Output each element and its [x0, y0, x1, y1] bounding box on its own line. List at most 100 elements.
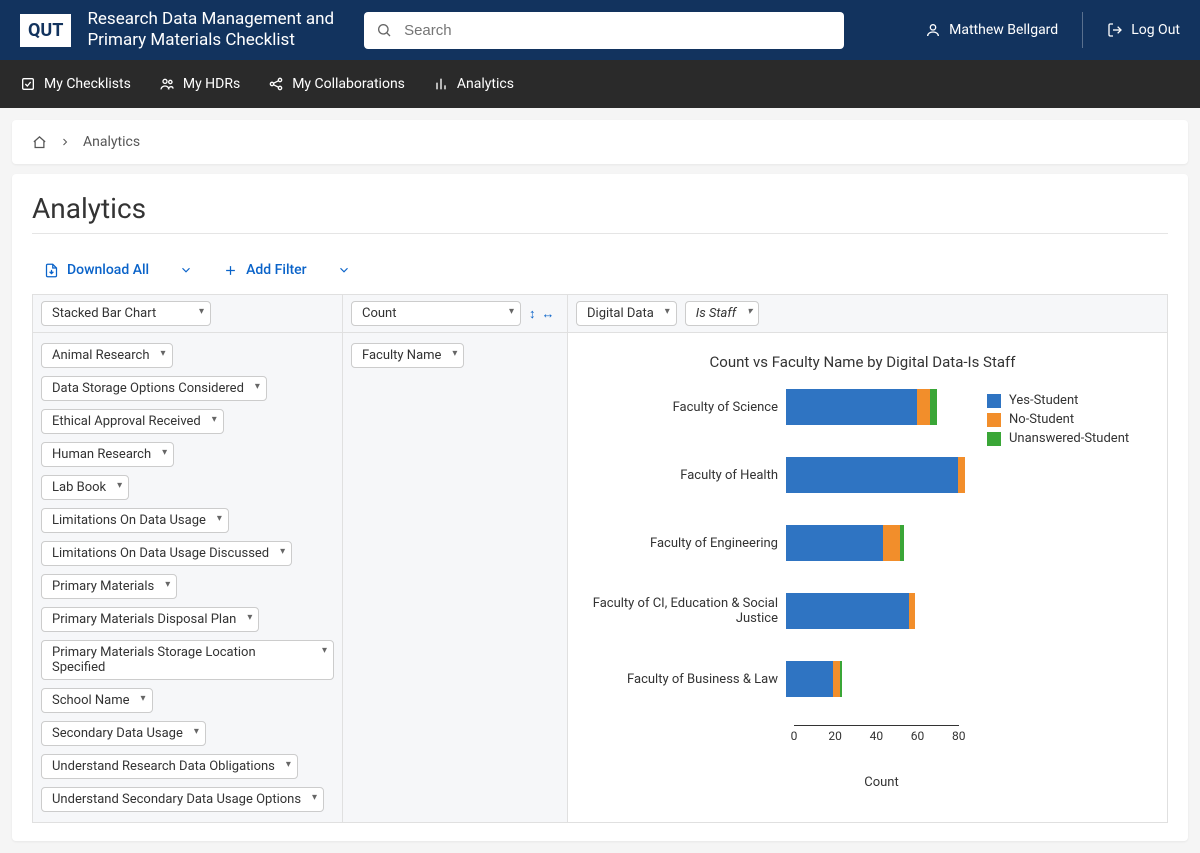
legend-swatch [987, 394, 1001, 408]
bar-group: Faculty of Engineering [576, 525, 969, 561]
legend-swatch [987, 432, 1001, 446]
divider [32, 233, 1168, 234]
filter-field-select[interactable]: Primary Materials Storage Location Speci… [41, 640, 334, 680]
bar-segment [786, 661, 833, 697]
axis-icons: ↕ ↔ [529, 306, 555, 322]
home-icon[interactable] [32, 135, 47, 150]
filter-field-select[interactable]: Data Storage Options Considered [41, 376, 267, 401]
bar-segment [840, 661, 842, 697]
bar-track [786, 661, 969, 697]
group-by-panel: Faculty Name [343, 333, 568, 822]
filter-field-select[interactable]: Ethical Approval Received [41, 409, 224, 434]
chevron-right-icon [59, 136, 71, 148]
filter-field-select[interactable]: Understand Secondary Data Usage Options [41, 787, 324, 812]
filter-field-select[interactable]: Primary Materials Disposal Plan [41, 607, 259, 632]
x-tick: 60 [911, 729, 925, 743]
breadcrumb-current: Analytics [83, 134, 140, 150]
filter-field-select[interactable]: Secondary Data Usage [41, 721, 206, 746]
chart-type-select[interactable]: Stacked Bar Chart [41, 301, 211, 326]
plus-icon [223, 263, 238, 278]
bar-track [786, 457, 969, 493]
filter-field-select[interactable]: Primary Materials [41, 574, 177, 599]
bar-segment [883, 525, 900, 561]
filter-field-select[interactable]: Limitations On Data Usage [41, 508, 229, 533]
filter-field-select[interactable]: Lab Book [41, 475, 129, 500]
add-filter-label: Add Filter [246, 262, 307, 278]
nav-label: My HDRs [183, 76, 240, 92]
filter-fields-panel: Animal Research Data Storage Options Cons… [33, 333, 343, 822]
search-wrap [364, 12, 844, 49]
nav-my-checklists[interactable]: My Checklists [20, 76, 131, 92]
logo: QUT [20, 14, 71, 47]
bar-category-label: Faculty of Health [576, 468, 786, 483]
content: Analytics Analytics Download All Add Fil… [0, 108, 1200, 853]
swap-vertical-icon[interactable]: ↕ [529, 306, 536, 322]
dimension-select[interactable]: Is Staff [685, 301, 759, 326]
measure-cell: Count ↕ ↔ [343, 295, 568, 333]
nav-analytics[interactable]: Analytics [433, 76, 514, 92]
filter-field-select[interactable]: Human Research [41, 442, 174, 467]
dimension-select[interactable]: Digital Data [576, 301, 677, 326]
legend-label: Yes-Student [1009, 393, 1078, 408]
bar-segment [958, 457, 964, 493]
app-title: Research Data Management and Primary Mat… [87, 9, 334, 52]
nav-label: My Collaborations [292, 76, 405, 92]
divider [1082, 12, 1083, 48]
legend-item: No-Student [987, 412, 1149, 427]
swap-horizontal-icon[interactable]: ↔ [542, 306, 555, 322]
chevron-down-icon[interactable] [179, 263, 193, 277]
bar-category-label: Faculty of Business & Law [576, 672, 786, 687]
legend-label: Unanswered-Student [1009, 431, 1129, 446]
chart-type-cell: Stacked Bar Chart [33, 295, 343, 333]
filter-field-select[interactable]: Understand Research Data Obligations [41, 754, 298, 779]
filter-field-select[interactable]: Animal Research [41, 343, 173, 368]
app-title-line1: Research Data Management and [87, 9, 334, 30]
bar-group: Faculty of Health [576, 457, 969, 493]
user-icon [925, 22, 941, 38]
logout-icon [1107, 22, 1123, 38]
add-filter-button[interactable]: Add Filter [223, 262, 307, 278]
legend-swatch [987, 413, 1001, 427]
page-title: Analytics [32, 192, 1168, 225]
app-title-line2: Primary Materials Checklist [87, 30, 334, 51]
bar-group: Faculty of CI, Education & Social Justic… [576, 593, 969, 629]
bar-category-label: Faculty of Science [576, 400, 786, 415]
action-row: Download All Add Filter [32, 252, 1168, 288]
download-icon [44, 263, 59, 278]
chart-panel: Count vs Faculty Name by Digital Data-Is… [568, 333, 1167, 822]
bar-track [786, 525, 969, 561]
bar-group: Faculty of Business & Law [576, 661, 969, 697]
bar-segment [786, 525, 883, 561]
bar-segment [900, 525, 904, 561]
logout-button[interactable]: Log Out [1107, 22, 1180, 38]
user-info[interactable]: Matthew Bellgard [925, 22, 1058, 38]
x-tick: 80 [952, 729, 966, 743]
x-tick: 0 [791, 729, 798, 743]
bar-category-label: Faculty of CI, Education & Social Justic… [576, 596, 786, 626]
x-tick: 20 [828, 729, 842, 743]
search-input[interactable] [364, 12, 844, 49]
filter-field-select[interactable]: School Name [41, 688, 153, 713]
user-name: Matthew Bellgard [949, 22, 1058, 38]
navbar: My Checklists My HDRs My Collaborations … [0, 60, 1200, 108]
x-axis: 020406080 [794, 729, 969, 769]
bar-category-label: Faculty of Engineering [576, 536, 786, 551]
measure-select[interactable]: Count [351, 301, 521, 326]
bar-segment [930, 389, 936, 425]
nav-label: My Checklists [44, 76, 131, 92]
bar-segment [786, 389, 917, 425]
nav-my-collaborations[interactable]: My Collaborations [268, 76, 405, 92]
checklist-icon [20, 76, 36, 92]
legend-item: Yes-Student [987, 393, 1149, 408]
main-panel: Analytics Download All Add Filter Stacke… [12, 174, 1188, 841]
nav-label: Analytics [457, 76, 514, 92]
chevron-down-icon[interactable] [337, 263, 351, 277]
chart-legend: Yes-Student No-Student Unanswered-Student [969, 389, 1149, 790]
download-all-button[interactable]: Download All [44, 262, 149, 278]
filter-field-select[interactable]: Limitations On Data Usage Discussed [41, 541, 292, 566]
chart-plot: Faculty of Science Faculty of Health Facul… [576, 389, 969, 790]
legend-item: Unanswered-Student [987, 431, 1149, 446]
nav-my-hdrs[interactable]: My HDRs [159, 76, 240, 92]
group-by-select[interactable]: Faculty Name [351, 343, 464, 368]
logout-label: Log Out [1131, 22, 1180, 38]
